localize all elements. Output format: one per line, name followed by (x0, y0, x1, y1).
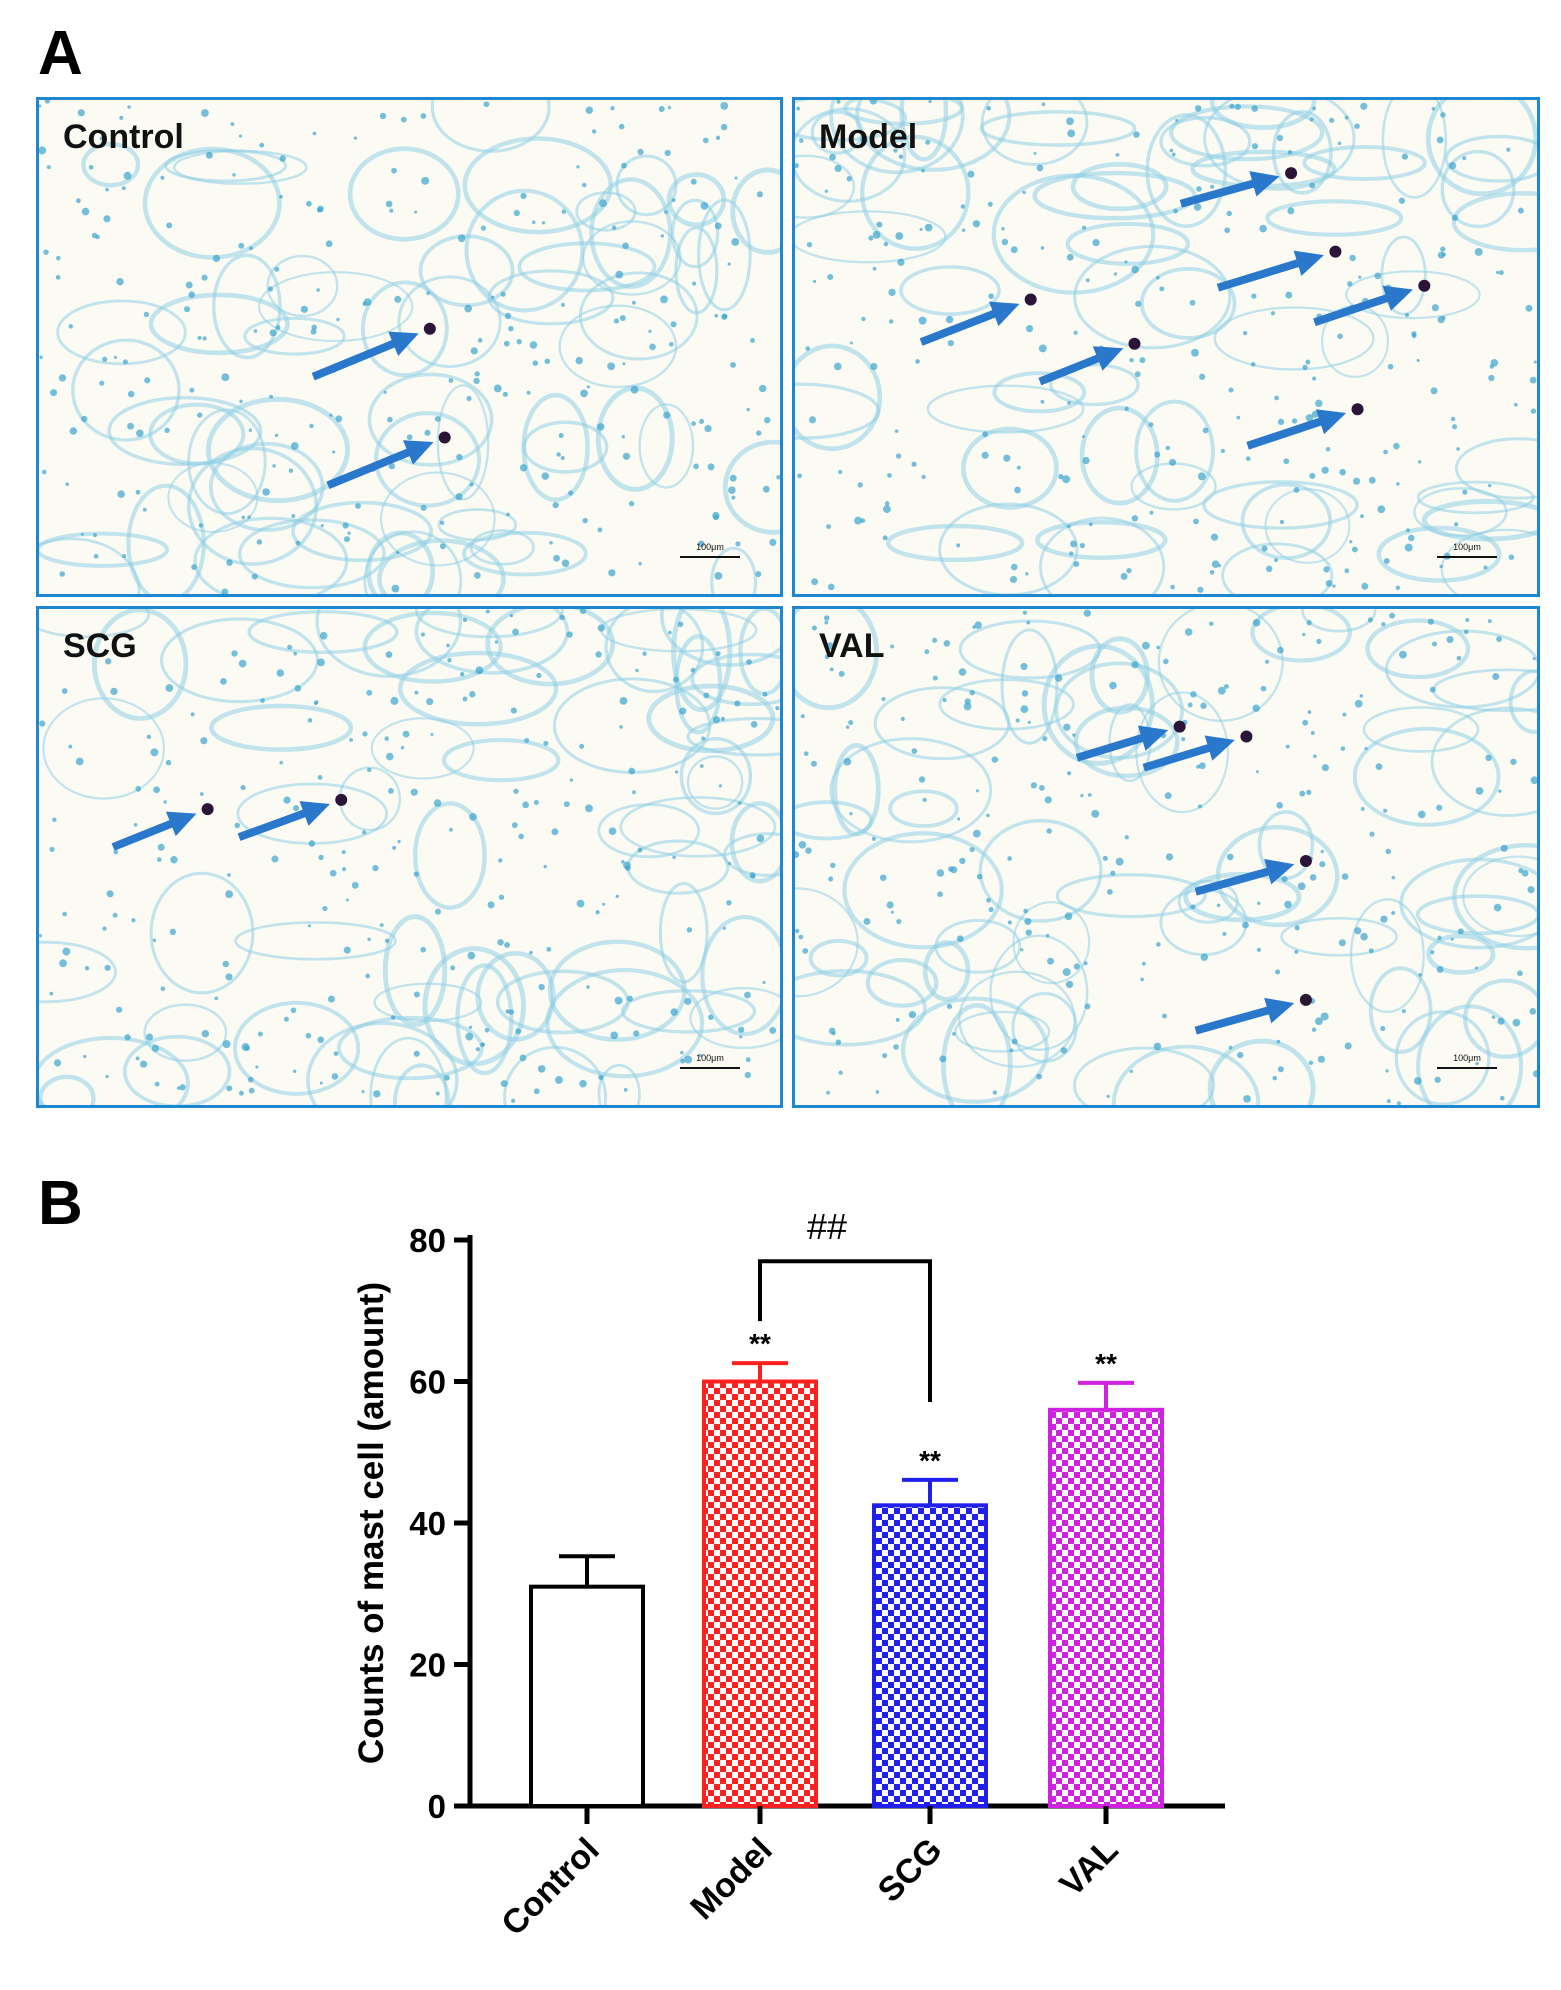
significance-label: ** (919, 1445, 941, 1476)
panel-a-letter: A (38, 19, 83, 88)
scale-bar: 100μm (1437, 1053, 1497, 1075)
micrograph-label: Control (63, 118, 184, 156)
scale-bar: 100μm (1437, 542, 1497, 564)
y-tick-label: 20 (409, 1647, 446, 1684)
scale-bar: 100μm (680, 542, 740, 564)
micrograph-label: Model (819, 118, 918, 156)
micrograph-scg: SCG 100μm (36, 606, 783, 1108)
comparison-label: ## (807, 1206, 847, 1247)
micrograph-model: Model 100μm (792, 97, 1540, 597)
tissue-texture (795, 609, 1537, 1105)
tissue-texture (39, 100, 780, 594)
y-tick-label: 80 (409, 1222, 446, 1259)
y-tick-label: 40 (409, 1505, 446, 1542)
micrograph-label: VAL (819, 627, 885, 665)
x-tick-label: Model (683, 1831, 779, 1927)
y-tick-label: 0 (428, 1788, 446, 1825)
significance-label: ** (1095, 1348, 1117, 1379)
bar-scg (872, 1503, 988, 1808)
y-axis-label: Counts of mast cell (amount) (352, 1282, 391, 1764)
panel-b-letter: B (38, 1169, 83, 1238)
micrograph-val: VAL 100μm (792, 606, 1540, 1108)
bar-chart: 0 20 40 60 80 Counts of mast cell (amount) Con… (352, 1206, 1225, 1943)
scale-bar: 100μm (680, 1053, 740, 1075)
y-tick-label: 60 (409, 1364, 446, 1401)
bar-control (529, 1584, 645, 1808)
significance-label: ** (749, 1328, 771, 1359)
bar-val (1048, 1407, 1164, 1809)
tissue-texture (39, 609, 780, 1105)
x-tick-label: Control (494, 1831, 606, 1943)
tissue-texture (795, 100, 1537, 594)
comparison-bracket (758, 1259, 932, 1403)
bar-model (702, 1379, 818, 1808)
x-tick-label: VAL (1052, 1831, 1125, 1904)
micrograph-control: Control 100μm (36, 97, 783, 597)
x-tick-label: SCG (871, 1831, 950, 1910)
micrograph-label: SCG (63, 627, 137, 665)
